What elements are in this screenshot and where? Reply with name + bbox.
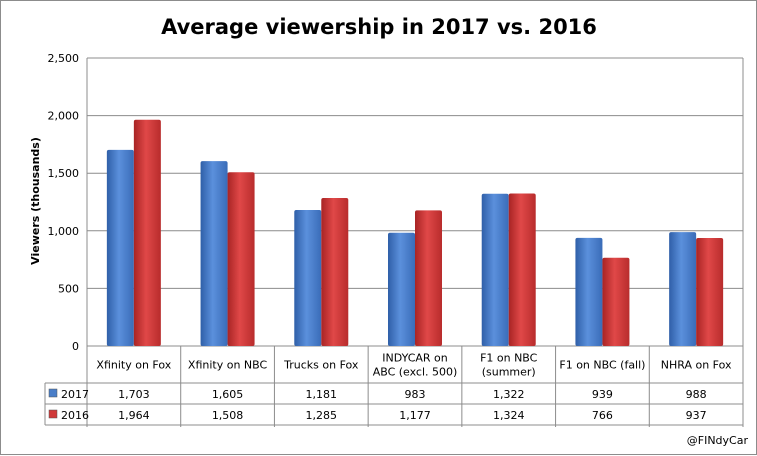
bar-2016-6	[696, 238, 724, 346]
table-cell: 766	[592, 409, 613, 422]
category-label: F1 on NBC	[480, 352, 538, 365]
legend-label: 2016	[61, 409, 89, 422]
bar-2016-5	[602, 257, 630, 346]
table-cell: 1,703	[118, 388, 150, 401]
table-cell: 988	[686, 388, 707, 401]
bar-2016-0	[133, 119, 161, 347]
table-cell: 1,508	[212, 409, 244, 422]
category-label: F1 on NBC (fall)	[559, 359, 645, 372]
table-cell: 1,322	[493, 388, 525, 401]
category-label: NHRA on Fox	[661, 359, 732, 372]
chart-title: Average viewership in 2017 vs. 2016	[161, 15, 597, 39]
y-axis-label: Viewers (thousands)	[29, 137, 42, 265]
bar-2017-2	[294, 209, 322, 346]
table-cell: 983	[405, 388, 426, 401]
y-axis-ticks: 0 500 1,000 1,500 2,000 2,500	[48, 52, 80, 353]
bar-2016-2	[321, 197, 349, 346]
bar-2017-5	[575, 237, 603, 346]
data-table: Xfinity on Fox Xfinity on NBC Trucks on Fo…	[44, 346, 744, 427]
table-cell: 937	[686, 409, 707, 422]
y-tick-label: 500	[58, 282, 79, 295]
bar-2017-4	[481, 193, 509, 346]
y-tick-label: 2,000	[48, 110, 80, 123]
table-cell: 1,177	[399, 409, 431, 422]
credit-label: @FINdyCar	[687, 434, 749, 447]
bar-2016-1	[227, 172, 255, 346]
category-label: Trucks on Fox	[283, 359, 359, 372]
bar-2016-4	[508, 193, 536, 346]
table-cell: 1,605	[212, 388, 244, 401]
y-tick-label: 0	[72, 340, 79, 353]
category-label: INDYCAR on	[382, 352, 448, 365]
legend-swatch-2016	[48, 409, 58, 419]
legend-label: 2017	[61, 388, 89, 401]
bar-2017-1	[200, 161, 228, 346]
bar-2017-6	[669, 232, 697, 346]
legend-swatch-2017	[48, 388, 58, 398]
category-label: Xfinity on Fox	[96, 359, 171, 372]
table-cell: 1,964	[118, 409, 150, 422]
table-cell: 1,285	[306, 409, 338, 422]
bar-2017-0	[106, 149, 134, 346]
table-cell: 1,181	[306, 388, 338, 401]
bar-2017-3	[388, 232, 415, 346]
category-label: (summer)	[482, 366, 536, 379]
table-cell: 1,324	[493, 409, 525, 422]
y-tick-label: 1,500	[48, 167, 80, 180]
table-cell: 939	[592, 388, 613, 401]
bar-2016-3	[415, 210, 442, 346]
y-tick-label: 1,000	[48, 225, 80, 238]
category-label: Xfinity on NBC	[188, 359, 268, 372]
category-label: ABC (excl. 500)	[373, 366, 458, 379]
y-tick-label: 2,500	[48, 52, 80, 65]
bars	[106, 119, 724, 347]
